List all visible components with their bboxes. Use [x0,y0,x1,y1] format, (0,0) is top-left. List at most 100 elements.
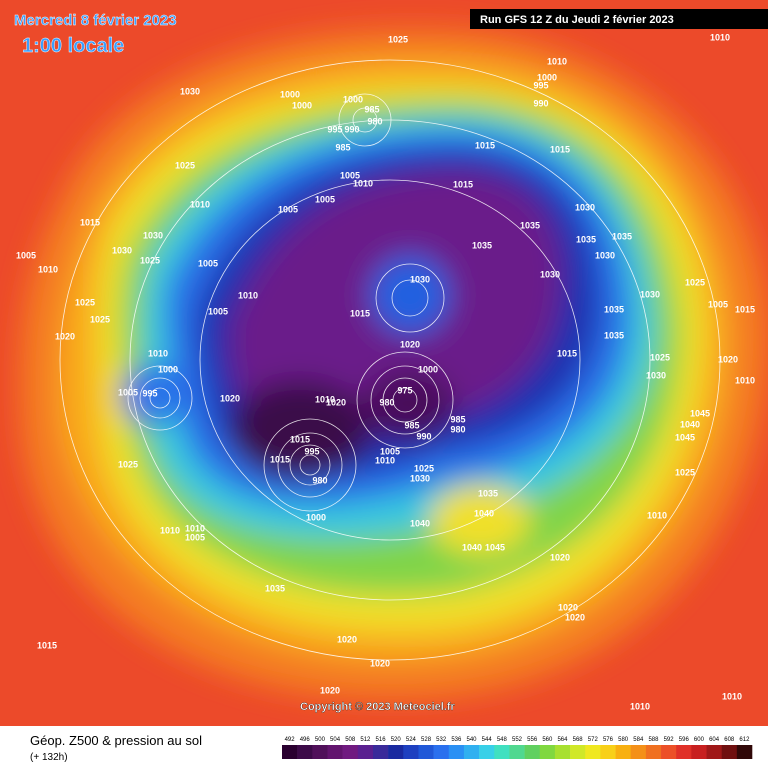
isobar-label: 1000 [280,89,300,99]
legend-swatch [615,745,632,759]
legend-tick-label: 544 [482,737,493,743]
legend-tick-label: 556 [527,737,538,743]
isobar-label: 985 [450,414,465,424]
isobar-label: 1040 [474,508,494,518]
legend-swatch [524,745,541,759]
isobar-label: 1025 [75,297,95,307]
legend-swatch [312,745,328,759]
run-box [470,9,768,29]
isobar-label: 980 [312,475,327,485]
legend-tick-label: 528 [421,737,432,743]
legend-tick-label: 568 [573,737,584,743]
isobar-label: 1010 [185,523,205,533]
isobar-label: 1015 [735,304,755,314]
isobar-label: 1040 [410,518,430,528]
isobar-label: 1035 [576,234,596,244]
isobar-label: 985 [404,420,419,430]
legend-swatch [691,745,707,759]
legend-tick-label: 580 [618,737,629,743]
isobar-label: 1045 [485,542,505,552]
legend-tick-label: 604 [709,737,720,743]
isobar-label: 1000 [537,72,557,82]
isobar-label: 1020 [370,658,390,668]
isobar-label: 995 [142,388,157,398]
legend-swatch [736,745,753,759]
isobar-label: 1015 [37,640,57,650]
isobar-label: 1030 [540,269,560,279]
isobar-label: 1020 [718,354,738,364]
isobar-label: 1025 [685,277,705,287]
isobar-label: 1010 [315,394,335,404]
isobar-label: 1005 [198,258,218,268]
legend-swatch [418,745,434,759]
isobar-label: 1035 [604,330,624,340]
isobar-label: 1000 [158,364,178,374]
isobar-label: 980 [450,424,465,434]
legend-swatch [661,745,677,759]
isobar-label: 1000 [292,100,312,110]
isobar-label: 1045 [675,432,695,442]
isobar-label: 1015 [290,434,310,444]
isobar-label: 1020 [550,552,570,562]
legend-tick-label: 608 [724,737,735,743]
isobar-label: 1030 [575,202,595,212]
legend-tick-label: 592 [664,737,675,743]
time: 1:00 locale [22,35,124,57]
geopotential-field [0,0,768,726]
isobar-label: 1005 [708,299,728,309]
isobar-label: 1010 [722,691,742,701]
isobar-label: 1010 [375,455,395,465]
legend-tick-label: 560 [542,737,553,743]
legend-tick-label: 564 [557,737,568,743]
isobar-label: 1010 [353,178,373,188]
isobar-label: 1015 [475,140,495,150]
isobar-label: 1020 [220,393,240,403]
legend-swatch [357,745,374,759]
legend-swatch [630,745,647,759]
isobar-label: 980 [367,116,382,126]
isobar-label: 1005 [208,306,228,316]
legend-swatch [448,745,465,759]
isobar-label: 1005 [16,250,36,260]
legend-tick-label: 576 [603,737,614,743]
isobar-label: 1015 [557,348,577,358]
lead-time: (+ 132h) [30,752,68,763]
legend-tick-label: 588 [648,737,659,743]
run: Run GFS 12 Z du Jeudi 2 février 2023 [480,14,674,26]
isobar-label: 985 [335,142,350,152]
isobar-label: 980 [379,397,394,407]
isobar-label: 1010 [148,348,168,358]
legend-tick-label: 596 [679,737,690,743]
isobar-label: 1035 [604,304,624,314]
isobar-label: 1030 [595,250,615,260]
legend-swatch [327,745,343,759]
legend-tick-label: 552 [512,737,523,743]
isobar-label: 1015 [453,179,473,189]
isobar-label: 1015 [350,308,370,318]
isobar-label: 1030 [410,274,430,284]
isobar-label: 1025 [388,34,408,44]
isobar-label: 1020 [326,397,346,407]
isobar-label: 1020 [55,331,75,341]
legend-tick-label: 504 [330,737,341,743]
isobar-label: 995 [304,446,319,456]
isobar-label: 1025 [175,160,195,170]
isobar-label: 1005 [278,204,298,214]
isobar-label: 1025 [90,314,110,324]
legend-swatch [433,745,450,759]
legend-tick-label: 532 [436,737,447,743]
isobar-label: 995 [533,80,548,90]
isobar-label: 1020 [400,339,420,349]
isobar-label: 1020 [320,685,340,695]
legend-swatch [494,745,510,759]
legend-swatch [509,745,525,759]
legend-swatch [645,745,662,759]
isobar-label: 1005 [315,194,335,204]
isobar-label: 1030 [646,370,666,380]
legend: 492 496 500 504 508 512 516 520 524 528 532 536 540 5… [282,737,753,759]
isobar-label: 1010 [190,199,210,209]
isobar-label: 1035 [265,583,285,593]
legend-tick-label: 520 [391,737,402,743]
